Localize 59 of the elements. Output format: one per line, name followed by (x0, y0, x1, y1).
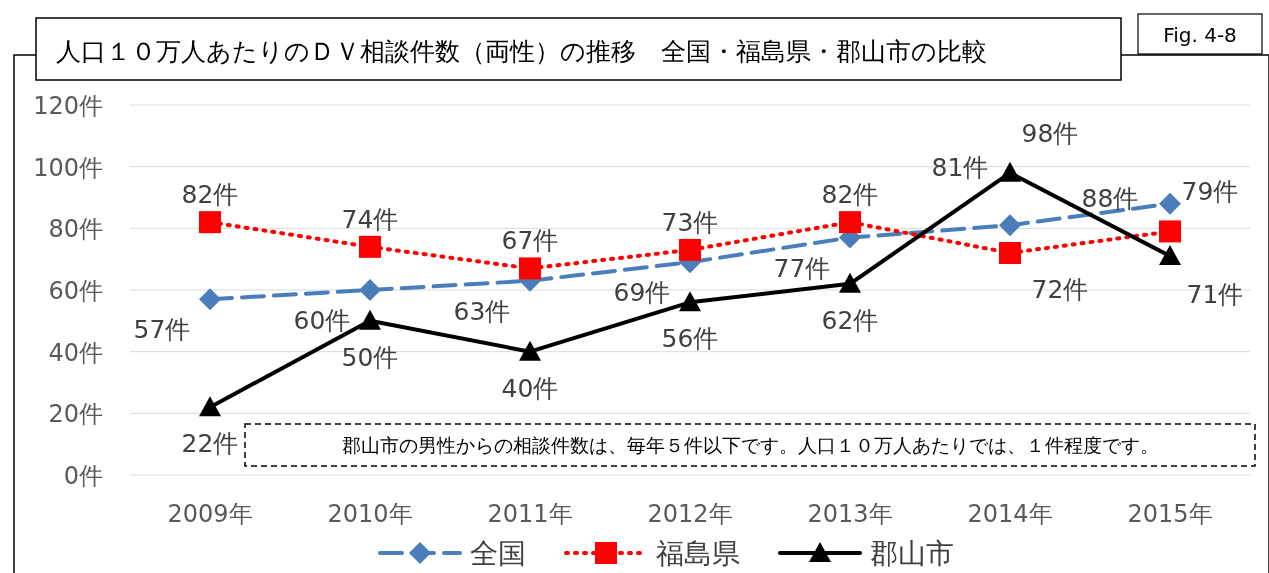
y-tick-label: 80件 (48, 215, 103, 244)
data-label: 56件 (661, 324, 719, 354)
data-label: 62件 (821, 305, 879, 335)
point (359, 309, 381, 330)
point (679, 291, 701, 312)
legend-label: 全国 (470, 537, 526, 570)
x-tick-label: 2012年 (647, 500, 733, 528)
point (999, 161, 1021, 182)
x-tick-label: 2011年 (487, 500, 573, 528)
point (199, 211, 221, 234)
point (1159, 245, 1181, 266)
data-label: 82件 (821, 180, 879, 210)
data-label: 73件 (661, 207, 719, 237)
data-label: 57件 (133, 315, 191, 345)
data-label: 72件 (1031, 275, 1089, 304)
y-tick-label: 20件 (48, 400, 103, 429)
point (839, 211, 861, 234)
y-tick-label: 0件 (63, 462, 103, 490)
point (359, 279, 381, 301)
data-label: 67件 (501, 226, 559, 256)
x-tick-label: 2010年 (327, 500, 413, 528)
point (359, 235, 381, 258)
point (199, 396, 221, 417)
point (999, 214, 1021, 237)
data-label: 77件 (773, 253, 831, 283)
data-label: 88件 (1081, 183, 1139, 213)
x-tick-label: 2013年 (807, 500, 893, 528)
x-tick-label: 2014年 (967, 500, 1053, 528)
y-tick-label: 120件 (33, 92, 103, 120)
point (199, 288, 221, 311)
y-tick-label: 60件 (48, 277, 103, 305)
legend-label: 郡山市 (870, 537, 954, 570)
point (1159, 192, 1181, 215)
point (999, 242, 1021, 264)
caption: Fig. 4-8 (1163, 23, 1237, 47)
x-tick-label: 2009年 (167, 500, 253, 528)
point (1159, 220, 1181, 243)
annotation: 郡山市の男性からの相談件数は、毎年５件以下です。人口１０万人あたりでは、１件程度です。 (341, 434, 1159, 456)
legend-label: 福島県 (656, 537, 740, 570)
point (839, 272, 861, 293)
x-tick-label: 2015年 (1127, 500, 1213, 528)
point (679, 238, 701, 261)
point (519, 257, 541, 280)
data-label: 98件 (1021, 118, 1079, 148)
data-label: 50件 (341, 342, 399, 372)
data-label: 22件 (181, 429, 239, 459)
data-label: 60件 (293, 306, 351, 335)
chart-title: 人口１０万人あたりのＤＶ相談件数（両性）の推移 全国・福島県・郡山市の比較 (56, 37, 987, 66)
y-tick-label: 40件 (48, 338, 103, 367)
data-label: 79件 (1181, 177, 1239, 207)
data-label: 82件 (181, 180, 239, 210)
data-label: 69件 (613, 278, 671, 308)
data-label: 40件 (501, 373, 559, 403)
data-label: 74件 (341, 204, 399, 234)
data-label: 63件 (453, 296, 511, 326)
y-tick-label: 100件 (33, 153, 103, 182)
point (519, 340, 541, 361)
data-label: 71件 (1186, 280, 1244, 310)
data-label: 81件 (931, 153, 989, 183)
